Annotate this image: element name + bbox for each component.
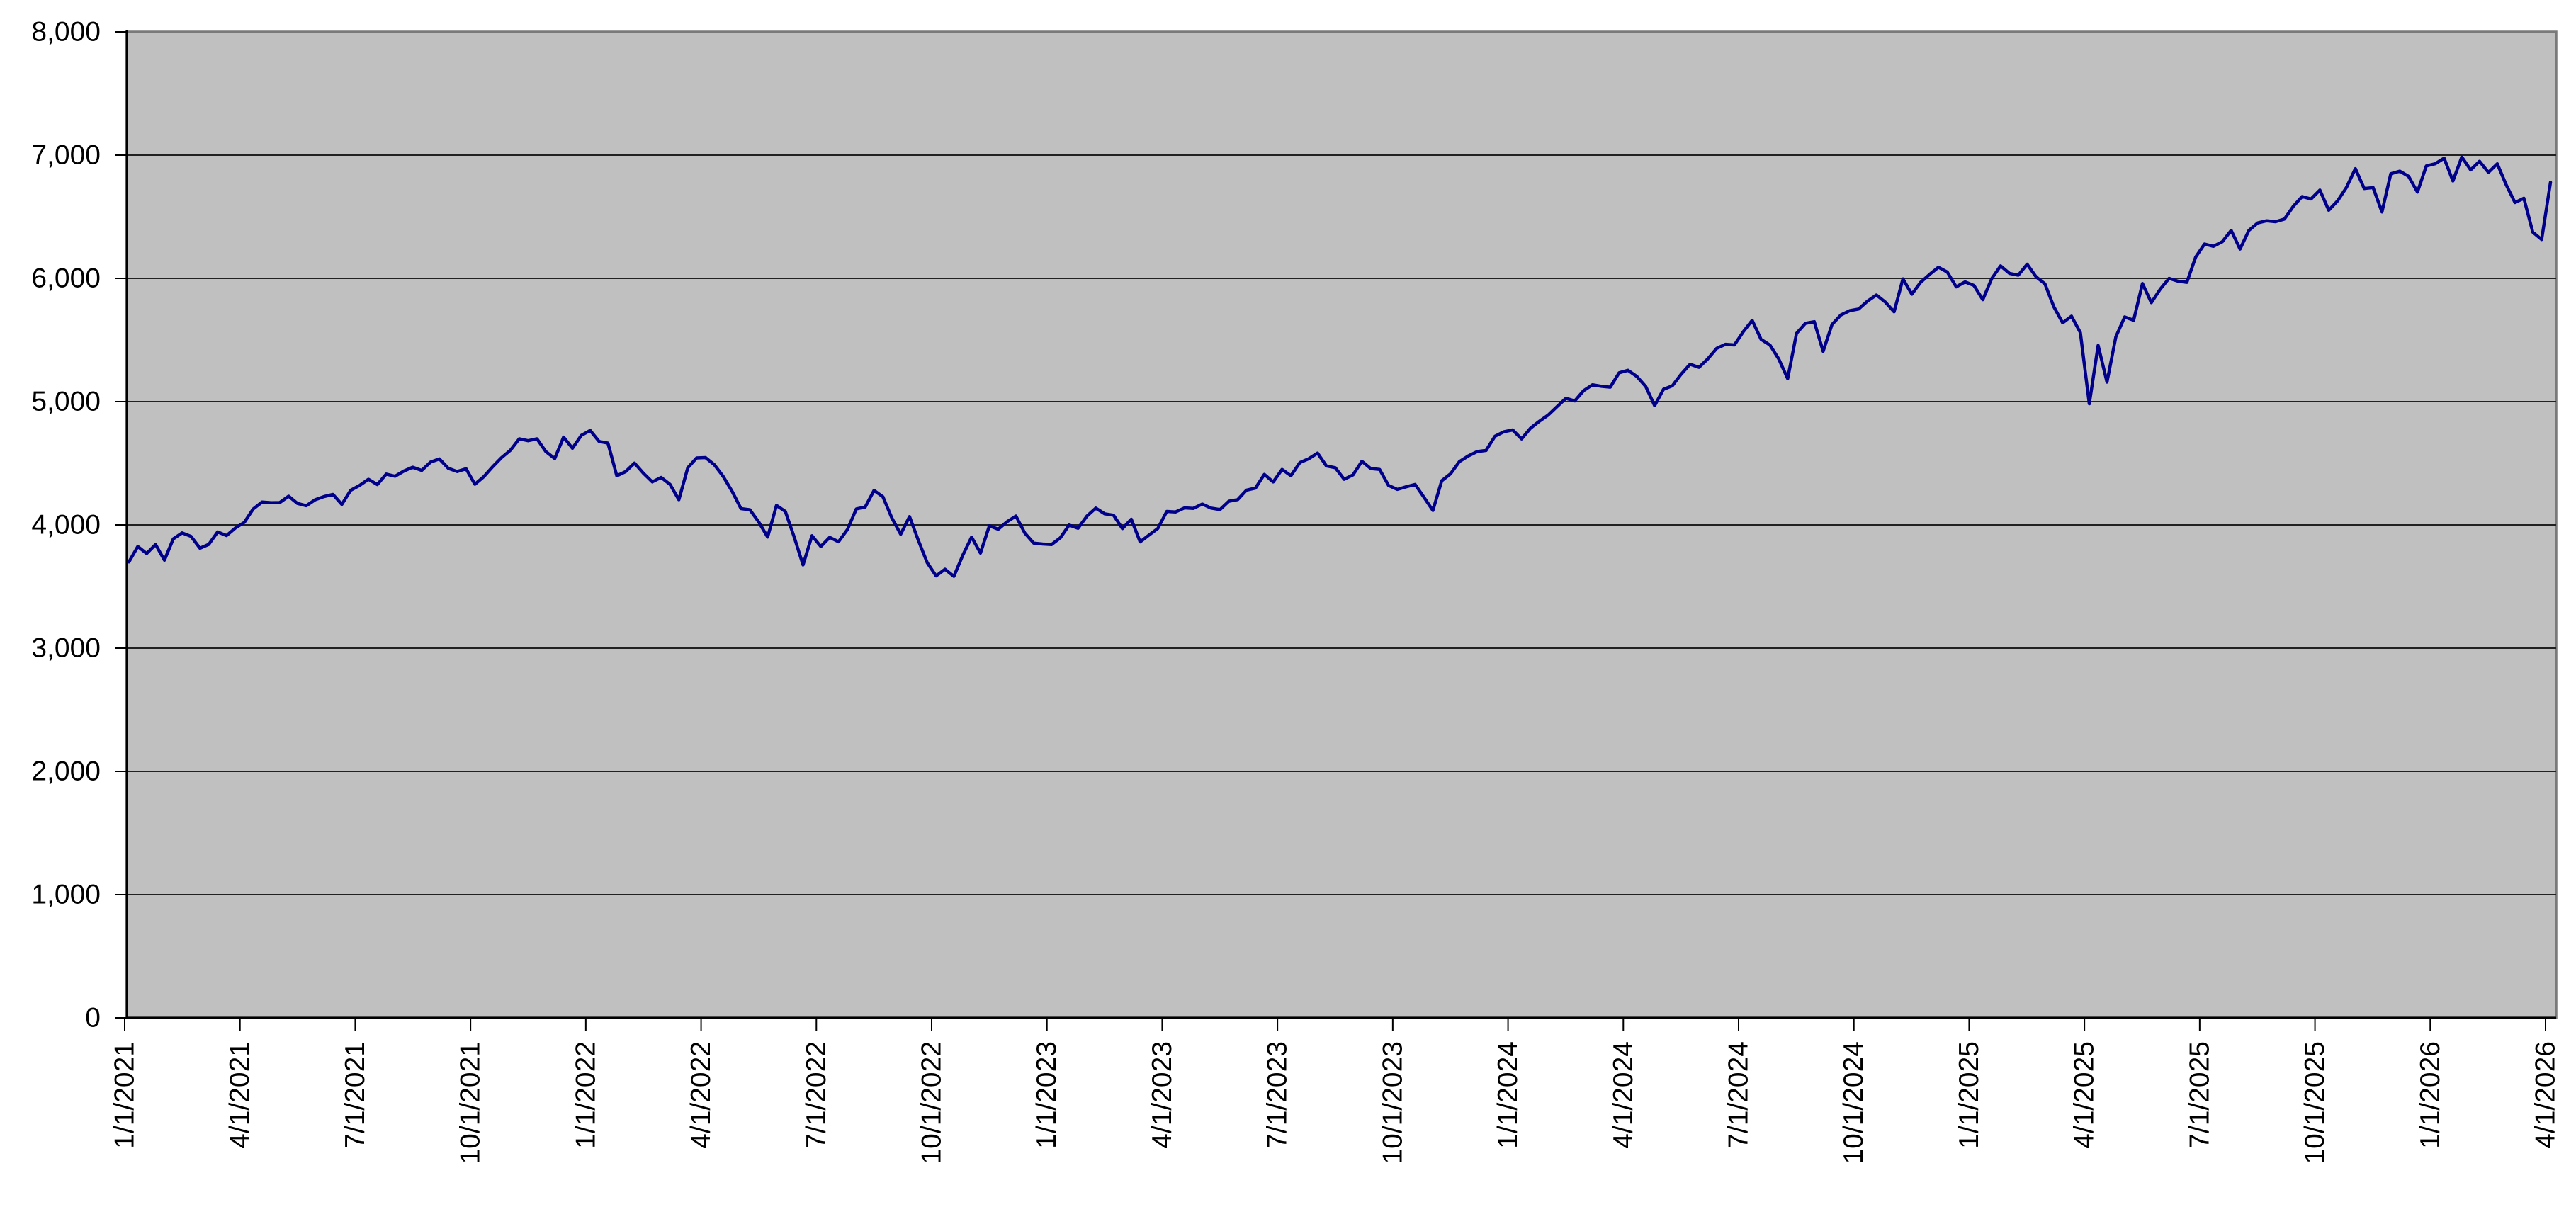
x-axis-label: 7/1/2024 (1724, 1041, 1754, 1149)
x-axis-label: 7/1/2021 (340, 1041, 371, 1149)
x-axis-label: 4/1/2025 (2069, 1041, 2100, 1149)
y-axis-label: 3,000 (31, 633, 101, 664)
data-series-line (127, 155, 2553, 578)
y-axis-label: 8,000 (31, 17, 101, 47)
y-axis-label: 4,000 (31, 510, 101, 540)
x-axis-label: 10/1/2022 (917, 1041, 947, 1164)
x-axis-label: 1/1/2024 (1493, 1041, 1523, 1149)
x-axis-label: 4/1/2022 (686, 1041, 716, 1149)
x-axis-label: 1/1/2023 (1032, 1041, 1062, 1149)
y-axis-label: 7,000 (31, 140, 101, 171)
x-axis-label: 7/1/2025 (2184, 1041, 2215, 1149)
x-axis-label: 4/1/2026 (2531, 1041, 2561, 1149)
x-axis-label: 4/1/2021 (225, 1041, 255, 1149)
y-axis-label: 1,000 (31, 880, 101, 910)
x-axis-label: 4/1/2024 (1608, 1041, 1639, 1149)
x-axis-label: 1/1/2025 (1954, 1041, 1984, 1149)
x-axis-label: 4/1/2023 (1147, 1041, 1177, 1149)
x-axis-label: 1/1/2026 (2415, 1041, 2446, 1149)
x-axis-label: 7/1/2022 (801, 1041, 832, 1149)
y-axis-label: 5,000 (31, 387, 101, 417)
x-axis-label: 10/1/2023 (1377, 1041, 1408, 1164)
x-axis-label: 1/1/2022 (570, 1041, 601, 1149)
x-axis-label: 10/1/2021 (456, 1041, 486, 1164)
y-axis-label: 0 (85, 1003, 101, 1033)
x-axis-label: 10/1/2025 (2300, 1041, 2330, 1164)
x-axis-label: 1/1/2021 (110, 1041, 140, 1149)
x-axis-label: 7/1/2023 (1262, 1041, 1293, 1149)
y-axis-label: 2,000 (31, 756, 101, 787)
x-axis-label: 10/1/2024 (1838, 1041, 1869, 1164)
y-axis-label: 6,000 (31, 264, 101, 294)
